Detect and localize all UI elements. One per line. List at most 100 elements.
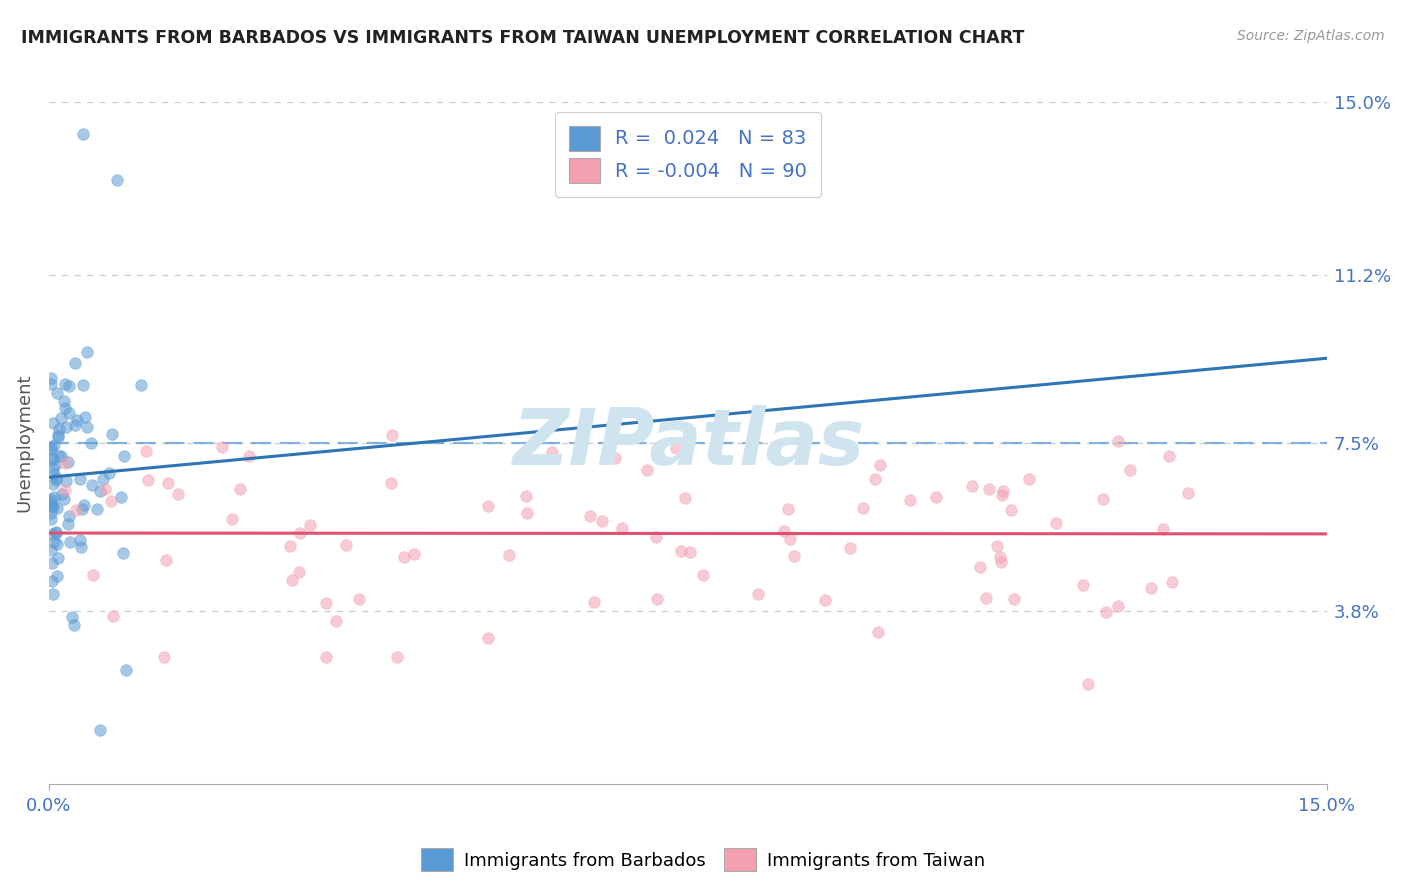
Point — [863, 472, 886, 486]
Point — [988, 549, 1011, 564]
Point — [1159, 449, 1181, 463]
Point — [42, 535, 65, 549]
Point — [44, 458, 66, 472]
Point — [49, 411, 72, 425]
Point — [583, 595, 606, 609]
Point — [381, 427, 404, 442]
Point — [155, 553, 177, 567]
Point — [94, 482, 117, 496]
Point — [676, 437, 699, 451]
Point — [86, 502, 108, 516]
Point — [76, 345, 98, 359]
Text: IMMIGRANTS FROM BARBADOS VS IMMIGRANTS FROM TAIWAN UNEMPLOYMENT CORRELATION CHAR: IMMIGRANTS FROM BARBADOS VS IMMIGRANTS F… — [21, 29, 1025, 46]
Point — [39, 442, 62, 456]
Point — [72, 378, 94, 392]
Point — [1161, 574, 1184, 589]
Point — [89, 483, 111, 498]
Y-axis label: Unemployment: Unemployment — [15, 374, 32, 512]
Point — [56, 455, 79, 469]
Point — [990, 488, 1012, 502]
Point — [404, 547, 426, 561]
Point — [153, 649, 176, 664]
Point — [69, 533, 91, 547]
Point — [66, 413, 89, 427]
Point — [45, 471, 67, 485]
Point — [63, 356, 86, 370]
Point — [325, 614, 347, 628]
Point — [814, 593, 837, 607]
Point — [335, 538, 357, 552]
Point — [48, 450, 70, 464]
Point — [45, 526, 67, 541]
Point — [82, 567, 104, 582]
Point — [39, 506, 62, 520]
Point — [114, 664, 136, 678]
Point — [41, 416, 63, 430]
Point — [673, 491, 696, 506]
Point — [39, 493, 62, 508]
Point — [112, 450, 135, 464]
Point — [73, 409, 96, 424]
Point — [1177, 486, 1199, 500]
Point — [51, 449, 73, 463]
Point — [157, 476, 180, 491]
Point — [46, 430, 69, 444]
Point — [91, 472, 114, 486]
Point — [969, 560, 991, 574]
Point — [70, 501, 93, 516]
Point — [69, 540, 91, 554]
Point — [42, 476, 65, 491]
Point — [136, 473, 159, 487]
Point — [1018, 472, 1040, 486]
Point — [39, 376, 62, 391]
Point — [45, 569, 67, 583]
Point — [238, 449, 260, 463]
Point — [112, 546, 135, 560]
Point — [65, 502, 87, 516]
Point — [477, 499, 499, 513]
Point — [1077, 677, 1099, 691]
Point — [645, 592, 668, 607]
Point — [59, 535, 82, 549]
Point — [72, 127, 94, 141]
Point — [387, 649, 409, 664]
Point — [45, 537, 67, 551]
Point — [103, 609, 125, 624]
Point — [1095, 605, 1118, 619]
Legend: Immigrants from Barbados, Immigrants from Taiwan: Immigrants from Barbados, Immigrants fro… — [413, 841, 993, 879]
Point — [41, 500, 63, 514]
Point — [1107, 599, 1129, 613]
Point — [665, 441, 688, 455]
Point — [288, 565, 311, 579]
Point — [299, 517, 322, 532]
Point — [380, 476, 402, 491]
Point — [55, 419, 77, 434]
Point — [42, 500, 65, 514]
Point — [315, 649, 337, 664]
Point — [58, 406, 80, 420]
Legend: R =  0.024   N = 83, R = -0.004   N = 90: R = 0.024 N = 83, R = -0.004 N = 90 — [555, 112, 821, 197]
Point — [167, 487, 190, 501]
Point — [46, 501, 69, 516]
Point — [1000, 503, 1022, 517]
Point — [58, 379, 80, 393]
Point — [591, 514, 613, 528]
Point — [645, 530, 668, 544]
Point — [1002, 591, 1025, 606]
Point — [347, 592, 370, 607]
Point — [41, 556, 63, 570]
Point — [778, 502, 800, 516]
Point — [129, 377, 152, 392]
Point — [41, 527, 63, 541]
Point — [315, 596, 337, 610]
Point — [636, 463, 658, 477]
Point — [42, 460, 65, 475]
Point — [41, 574, 63, 589]
Point — [278, 540, 301, 554]
Point — [986, 539, 1008, 553]
Point — [63, 418, 86, 433]
Point — [1118, 463, 1140, 477]
Point — [53, 456, 76, 470]
Point — [692, 567, 714, 582]
Point — [898, 492, 921, 507]
